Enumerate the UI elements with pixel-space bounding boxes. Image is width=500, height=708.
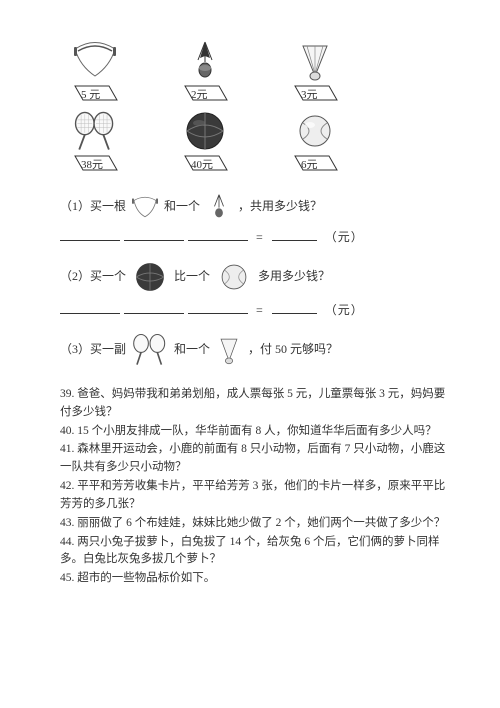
- problem-42: 42. 平平和芳芳收集卡片，平平给芳芳 3 张，他们的卡片一样多，原来平平比芳芳…: [60, 478, 450, 514]
- q1-prefix: （1）买一根: [60, 197, 126, 216]
- product-feather: 2元: [170, 40, 240, 102]
- q1-suffix: ，共用多少钱？: [238, 197, 322, 216]
- word-problems: 39. 爸爸、妈妈带我和弟弟划船，成人票每张 5 元，儿童票每张 3 元，妈妈要…: [60, 386, 450, 588]
- product-jump-rope: 5 元: [60, 40, 130, 102]
- product-row-2: 38元 40元: [60, 110, 450, 172]
- price-tag: 3元: [291, 84, 339, 102]
- problem-39: 39. 爸爸、妈妈带我和弟弟划船，成人票每张 5 元，儿童票每张 3 元，妈妈要…: [60, 386, 450, 422]
- rackets-icon: [128, 332, 172, 368]
- price-tag: 6元: [291, 154, 339, 172]
- equals: =: [256, 230, 264, 244]
- price-tag: 5 元: [71, 84, 119, 102]
- q2-suffix: 多用多少钱？: [258, 267, 330, 286]
- jump-rope-icon: [128, 192, 162, 222]
- blank[interactable]: [272, 230, 317, 241]
- price-text: 2元: [191, 86, 208, 102]
- product-baseball: 6元: [280, 110, 350, 172]
- problem-43: 43. 丽丽做了 6 个布娃娃，妹妹比她少做了 2 个，她们两个一共做了多少个？: [60, 515, 450, 533]
- product-rackets: 38元: [60, 110, 130, 172]
- rackets-icon: [70, 110, 120, 152]
- problem-41: 41. 森林里开运动会，小鹿的前面有 8 只小动物，后面有 7 只小动物，小鹿这…: [60, 441, 450, 477]
- blank[interactable]: [188, 303, 248, 314]
- blank[interactable]: [272, 303, 317, 314]
- blank[interactable]: [124, 303, 184, 314]
- shuttlecock-icon: [212, 335, 246, 365]
- worksheet-page: 5 元 2元: [0, 0, 500, 609]
- answer-blank-1: = （元）: [60, 228, 450, 245]
- problem-40: 40. 15 个小朋友排成一队，华华前面有 8 人，你知道华华后面有多少人吗？: [60, 423, 450, 441]
- question-2: （2）买一个 比一个 多用多少钱？: [60, 259, 450, 295]
- baseball-icon: [212, 259, 256, 295]
- baseball-icon: [290, 110, 340, 152]
- price-text: 38元: [81, 156, 103, 172]
- basketball-icon: [128, 259, 172, 295]
- price-text: 5 元: [81, 86, 100, 102]
- equals: =: [256, 303, 264, 317]
- blank[interactable]: [124, 230, 184, 241]
- product-shuttlecock: 3元: [280, 40, 350, 102]
- q3-prefix: （3）买一副: [60, 340, 126, 359]
- shuttlecock-icon: [290, 40, 340, 82]
- answer-blank-2: = （元）: [60, 301, 450, 318]
- unit: （元）: [325, 303, 364, 317]
- sub-questions: （1）买一根 和一个 ，共用多少钱？ = （元） （2）买一个 比一个: [60, 192, 450, 368]
- blank[interactable]: [60, 230, 120, 241]
- product-row-1: 5 元 2元: [60, 40, 450, 102]
- problem-44: 44. 两只小兔子拔萝卜，白兔拔了 14 个，给灰兔 6 个后，它们俩的萝卜同样…: [60, 534, 450, 570]
- jump-rope-icon: [70, 40, 120, 82]
- feather-icon: [202, 192, 236, 222]
- price-text: 40元: [191, 156, 213, 172]
- price-tag: 2元: [181, 84, 229, 102]
- problem-45: 45. 超市的一些物品标价如下。: [60, 570, 450, 588]
- blank[interactable]: [60, 303, 120, 314]
- q1-mid: 和一个: [164, 197, 200, 216]
- question-3: （3）买一副 和一个 ，付 50 元够吗？: [60, 332, 450, 368]
- basketball-icon: [180, 110, 230, 152]
- price-text: 6元: [301, 156, 318, 172]
- price-tag: 38元: [71, 154, 119, 172]
- q2-mid: 比一个: [174, 267, 210, 286]
- product-basketball: 40元: [170, 110, 240, 172]
- question-1: （1）买一根 和一个 ，共用多少钱？: [60, 192, 450, 222]
- price-text: 3元: [301, 86, 318, 102]
- feather-icon: [180, 40, 230, 82]
- q3-suffix: ，付 50 元够吗？: [248, 340, 338, 359]
- blank[interactable]: [188, 230, 248, 241]
- q2-prefix: （2）买一个: [60, 267, 126, 286]
- unit: （元）: [325, 230, 364, 244]
- q3-mid: 和一个: [174, 340, 210, 359]
- price-tag: 40元: [181, 154, 229, 172]
